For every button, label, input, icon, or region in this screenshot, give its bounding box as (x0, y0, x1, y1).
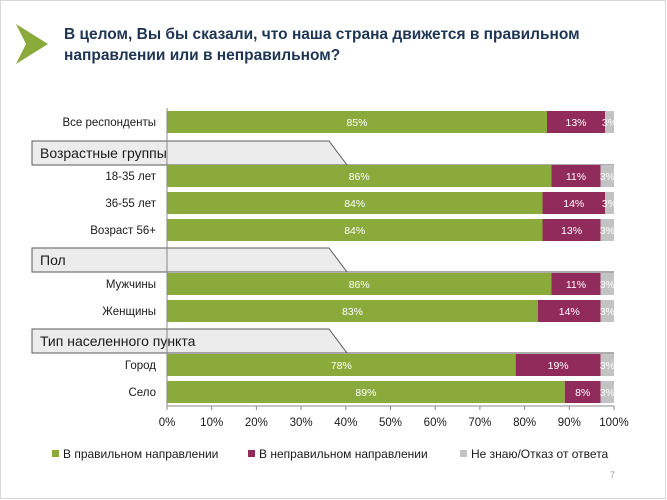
data-label: 8% (575, 387, 590, 399)
data-label: 3% (602, 198, 617, 210)
x-tick-label: 40% (334, 417, 357, 429)
data-label: 86% (349, 279, 370, 291)
x-tick-label: 0% (159, 417, 176, 429)
bar-segment (600, 273, 614, 295)
bar-segment (605, 111, 614, 133)
data-label: 3% (600, 360, 615, 372)
legend-swatch (248, 450, 255, 457)
bar-segment (600, 381, 614, 403)
bar-segment (167, 273, 552, 295)
bar-segment (600, 219, 614, 241)
data-label: 78% (331, 360, 352, 372)
category-label: 36-55 лет (105, 198, 156, 210)
data-label: 3% (600, 306, 615, 318)
x-tick-label: 10% (200, 417, 223, 429)
data-label: 3% (602, 117, 617, 129)
x-tick-label: 70% (468, 417, 491, 429)
bar-segment (542, 192, 606, 214)
bar-segment (167, 300, 539, 322)
bar-segment (167, 165, 552, 187)
data-label: 83% (342, 306, 363, 318)
data-label: 13% (565, 117, 586, 129)
x-tick-label: 20% (245, 417, 268, 429)
x-tick-label: 100% (599, 417, 628, 429)
bar-segment (538, 300, 601, 322)
data-label: 86% (349, 171, 370, 183)
category-label: Женщины (102, 306, 156, 318)
data-label: 84% (344, 225, 365, 237)
category-label: Село (128, 387, 156, 399)
data-label: 14% (559, 306, 580, 318)
x-tick-label: 50% (379, 417, 402, 429)
data-label: 3% (600, 225, 615, 237)
data-label: 89% (355, 387, 376, 399)
bar-segment (167, 354, 516, 376)
bar-segment (167, 381, 565, 403)
slide-title: В целом, Вы бы сказали, что наша страна … (64, 26, 580, 64)
page-number: 7 (609, 470, 615, 480)
bar-segment (551, 165, 601, 187)
legend-swatch (460, 450, 467, 457)
data-label: 3% (600, 387, 615, 399)
title-arrow-icon (16, 24, 48, 64)
legend-label: В правильном направлении (63, 447, 218, 461)
group-header-label: Тип населенного пункта (40, 333, 196, 349)
x-tick-label: 30% (290, 417, 313, 429)
data-label: 11% (566, 171, 586, 183)
data-label: 14% (563, 198, 584, 210)
category-label: Все респонденты (62, 117, 156, 129)
bar-segment (600, 165, 614, 187)
x-tick-label: 60% (424, 417, 447, 429)
category-label: 18-35 лет (105, 171, 156, 183)
x-tick-label: 90% (558, 417, 581, 429)
data-label: 84% (344, 198, 365, 210)
category-label: Город (125, 360, 156, 372)
group-header-label: Пол (40, 252, 66, 268)
legend-swatch (52, 450, 59, 457)
legend-label: В неправильном направлении (259, 447, 428, 461)
legend-label: Не знаю/Отказ от ответа (471, 447, 609, 461)
data-label: 3% (600, 279, 615, 291)
bar-segment (542, 219, 601, 241)
bar-segment (167, 219, 543, 241)
data-label: 19% (548, 360, 569, 372)
x-tick-label: 80% (513, 417, 536, 429)
bar-segment (600, 300, 614, 322)
bar-segment (167, 192, 543, 214)
bar-segment (546, 111, 606, 133)
category-label: Возраст 56+ (90, 225, 156, 237)
bar-segment (605, 192, 614, 214)
bar-segment (600, 354, 614, 376)
bar-segment (551, 273, 601, 295)
group-header-tab (31, 247, 348, 273)
data-label: 11% (566, 279, 586, 291)
data-label: 3% (600, 171, 615, 183)
data-label: 13% (561, 225, 582, 237)
bar-segment (515, 354, 601, 376)
group-header-label: Возрастные группы (40, 145, 167, 161)
category-label: Мужчины (106, 279, 156, 291)
data-label: 85% (346, 117, 367, 129)
bar-segment (167, 111, 547, 133)
bar-segment (564, 381, 601, 403)
